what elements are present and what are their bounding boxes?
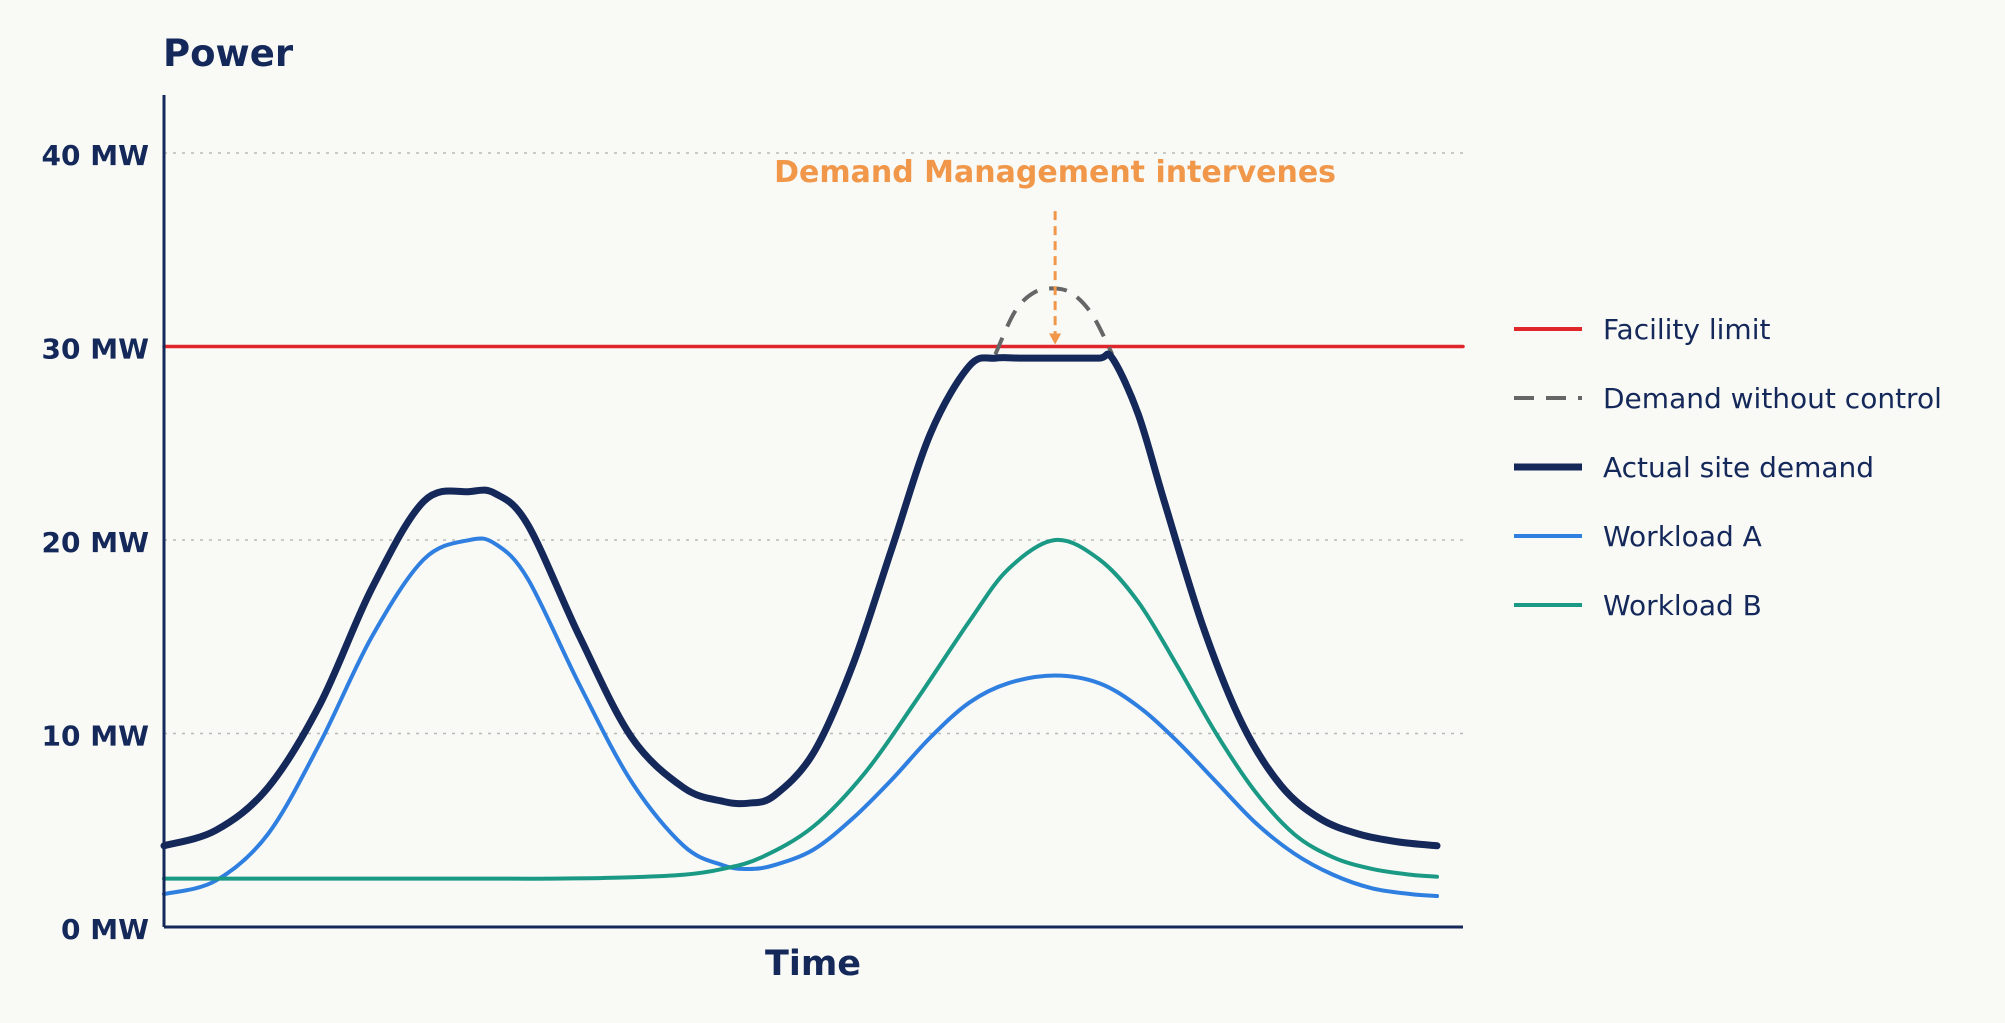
- y-axis-title: Power: [163, 32, 294, 75]
- series-line-workload-a: [162, 536, 1440, 899]
- axes: [162, 95, 1463, 929]
- gridlines: [164, 152, 1463, 735]
- y-tick-label: 0 MW: [61, 913, 149, 946]
- y-tick-label: 30 MW: [42, 333, 150, 366]
- y-tick-label: 10 MW: [42, 720, 150, 753]
- annotation: Demand Management intervenes: [774, 155, 1336, 345]
- legend-label: Facility limit: [1603, 313, 1770, 346]
- annotation-arrowhead: [1049, 333, 1062, 345]
- y-tick-label: 40 MW: [42, 139, 150, 172]
- legend-label: Workload B: [1603, 589, 1762, 622]
- series-lines: [160, 286, 1465, 899]
- x-axis-title: Time: [765, 944, 861, 984]
- annotation-text: Demand Management intervenes: [774, 155, 1336, 190]
- legend-label: Actual site demand: [1603, 451, 1874, 484]
- legend-label: Workload A: [1603, 520, 1762, 553]
- series-line-workload-b: [162, 537, 1440, 881]
- legend: Facility limit Demand without control Actu…: [1514, 313, 1942, 622]
- legend-label: Demand without control: [1603, 382, 1942, 415]
- series-line-actual-site-demand: [160, 350, 1441, 850]
- y-tick-label: 20 MW: [42, 526, 150, 559]
- y-tick-labels: 0 MW 10 MW 20 MW 30 MW 40 MW: [42, 139, 150, 946]
